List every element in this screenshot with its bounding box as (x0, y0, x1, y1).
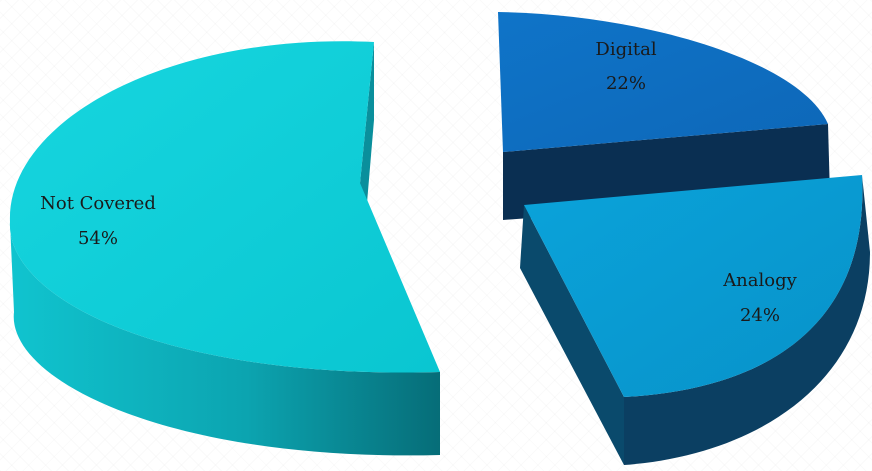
slice-analogy-top (524, 175, 863, 397)
slice-digital-top (498, 12, 828, 152)
label-not-covered-value: 54% (78, 228, 118, 249)
slice-analogy (520, 175, 870, 465)
slice-not-covered-top (9, 41, 440, 373)
slice-analogy-left-side (520, 205, 624, 465)
label-not-covered-name: Not Covered (40, 193, 156, 214)
label-analogy-value: 24% (740, 305, 780, 326)
slice-not-covered-outer-side (9, 222, 440, 456)
label-digital-name: Digital (595, 39, 656, 60)
label-digital-value: 22% (606, 73, 646, 94)
label-analogy-name: Analogy (722, 270, 797, 291)
slice-not-covered (9, 41, 440, 456)
slice-analogy-outer-side (624, 175, 870, 465)
